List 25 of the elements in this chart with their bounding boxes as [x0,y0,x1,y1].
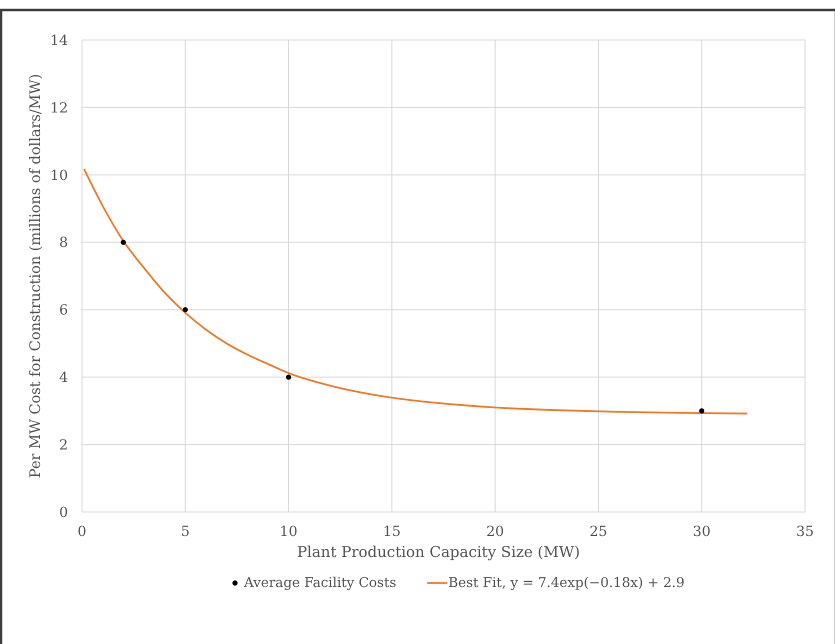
x-tick-label: 35 [796,524,814,540]
x-tick-label: 0 [78,524,86,540]
y-tick-label: 4 [59,370,68,386]
y-tick-label: 2 [59,437,68,454]
y-tick-label: 12 [50,100,68,116]
y-tick-label: 14 [50,32,68,49]
x-tick-label: 30 [692,524,711,540]
x-tick-label: 10 [280,524,298,540]
point [182,307,188,312]
y-tick-label: 10 [50,168,68,184]
y-tick-label: 0 [59,504,68,521]
point [286,374,292,380]
point [699,408,704,414]
legend-label: Average Facility Costs [243,575,396,591]
x-tick-label: 25 [590,524,608,540]
y-tick-label: 6 [59,302,68,319]
y-axis-title: Per MW Cost for Construction (millions of dollars/MW) [28,74,44,478]
line-series [83,168,748,414]
x-axis-title: Plant Production Capacity Size (MW) [296,543,580,561]
x-tick-label: 15 [382,524,401,540]
point [120,240,126,245]
x-tick-label: 20 [486,524,504,540]
x-tick-label: 5 [180,524,190,540]
y-tick-label: 8 [59,235,68,252]
legend-label: Best Fit, y = 7.4exp(−0.18x) + 2.9 [448,575,685,591]
